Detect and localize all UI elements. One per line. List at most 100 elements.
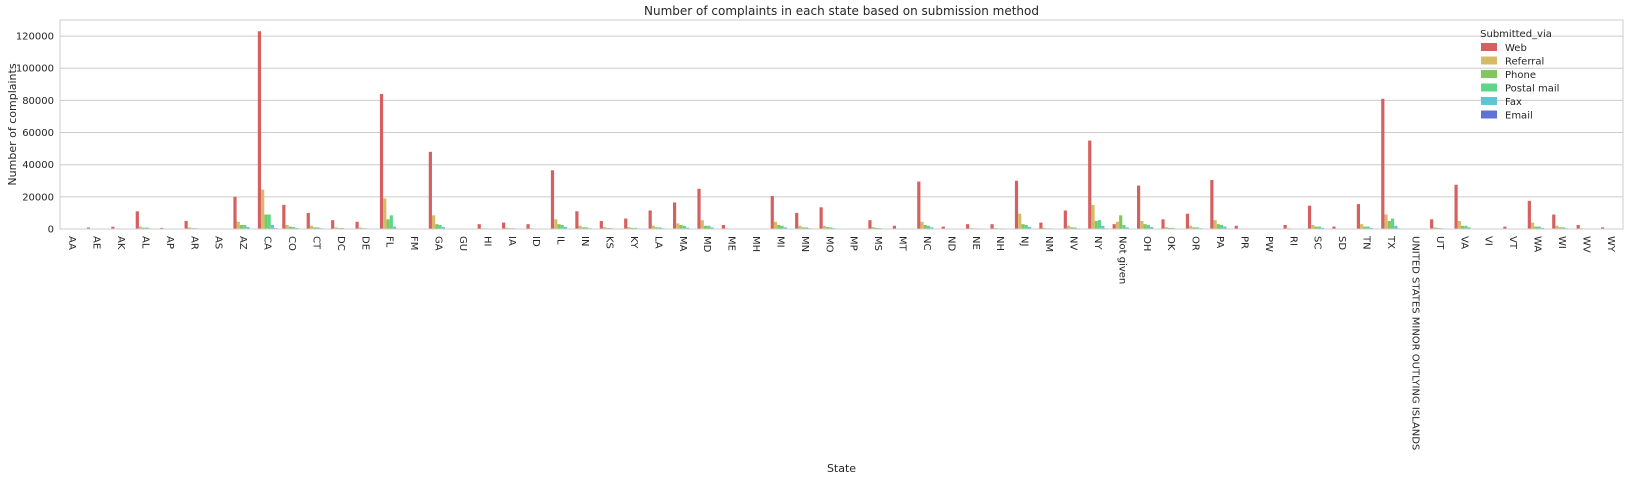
bar (679, 224, 683, 229)
y-tick-label: 100000 (16, 64, 54, 75)
x-tick-label: DE (359, 236, 370, 250)
bar (1356, 204, 1360, 229)
bar (1063, 210, 1067, 229)
bar (187, 227, 191, 229)
bar (1171, 227, 1175, 229)
y-tick-label: 0 (48, 225, 54, 236)
x-tick-label: MD (701, 236, 712, 253)
bars (62, 31, 1621, 229)
x-tick-label: UNITED STATES MINOR OUTLYING ISLANDS (1409, 236, 1420, 450)
x-tick-label: AR (188, 236, 199, 250)
bar (804, 227, 809, 229)
bar (1223, 226, 1227, 229)
legend-title: Submitted_via (1480, 29, 1552, 40)
bar (1433, 227, 1437, 229)
bar (379, 93, 384, 229)
x-tick-label: AZ (237, 236, 248, 250)
bar (1027, 226, 1032, 229)
bar (270, 224, 275, 229)
bar (389, 215, 393, 229)
bar (930, 227, 934, 229)
x-tick-label: VT (1507, 236, 1518, 250)
bar (686, 227, 690, 229)
bar (1467, 227, 1471, 229)
x-tick-label: MS (872, 236, 883, 251)
x-tick-label: AE (91, 236, 102, 249)
x-tick-label: VI (1483, 236, 1494, 246)
bar (648, 210, 652, 229)
bar (554, 219, 558, 229)
bar (1601, 227, 1605, 229)
bar (990, 224, 994, 229)
x-tick-label: AK (115, 236, 126, 250)
bar (1561, 227, 1566, 229)
bar (1161, 219, 1165, 229)
x-tick-label: TX (1385, 235, 1396, 249)
bar (630, 227, 634, 229)
bar (1140, 220, 1144, 229)
x-tick-label: AL (140, 236, 151, 249)
bar (309, 225, 314, 229)
x-tick-label: ND (945, 236, 956, 251)
bar (316, 227, 320, 229)
bar (1317, 226, 1321, 229)
bar (795, 212, 799, 229)
legend-label: Fax (1505, 97, 1522, 108)
y-tick-label: 20000 (22, 192, 54, 203)
bar (1088, 140, 1092, 229)
bar (624, 218, 628, 229)
x-tick-label: MT (897, 236, 908, 252)
bar (783, 227, 787, 229)
bar (1094, 220, 1098, 229)
bar (798, 225, 802, 229)
bar (1137, 185, 1141, 229)
bar (1555, 225, 1559, 229)
y-axis-label: Number of complaints (6, 63, 19, 185)
x-tick-label: AP (164, 236, 175, 249)
x-tick-label: SD (1336, 236, 1347, 250)
x-tick-label: NH (994, 236, 1005, 251)
bar (780, 225, 784, 229)
bar (358, 227, 362, 229)
bar (1042, 227, 1046, 229)
bar (111, 226, 115, 229)
bar (428, 151, 432, 229)
bar (923, 224, 927, 229)
bar (435, 224, 439, 229)
bar (264, 214, 268, 229)
chart-title: Number of complaints in each state based… (644, 4, 1039, 18)
bar (1552, 214, 1556, 229)
bar (1164, 227, 1168, 229)
bar (1540, 227, 1544, 229)
bar (239, 224, 244, 229)
bar (1192, 227, 1196, 229)
x-tick-label: VA (1458, 236, 1469, 249)
x-tick-label: NE (970, 236, 981, 250)
x-tick-label: PR (1239, 236, 1250, 249)
x-tick-label: MI (774, 236, 785, 248)
x-tick-label: KS (604, 236, 615, 249)
bar (822, 225, 826, 229)
x-tick-label: OK (1165, 236, 1176, 251)
bar (1146, 224, 1150, 229)
x-tick-label: RI (1287, 236, 1298, 246)
bar (1283, 224, 1287, 229)
bar (1091, 204, 1095, 229)
bar (697, 188, 701, 229)
bar (502, 222, 506, 229)
bar (563, 226, 568, 229)
bar (917, 181, 921, 229)
bar (550, 170, 555, 229)
bar (578, 225, 582, 229)
bar (1097, 220, 1102, 229)
x-tick-label: WA (1532, 236, 1543, 252)
bar (941, 226, 945, 229)
bar (1216, 224, 1220, 229)
bar (236, 221, 240, 229)
legend-swatch (1481, 110, 1497, 119)
bar (560, 224, 564, 229)
x-tick-label: NY (1092, 236, 1103, 250)
bar (676, 223, 680, 229)
bar (1311, 224, 1315, 229)
